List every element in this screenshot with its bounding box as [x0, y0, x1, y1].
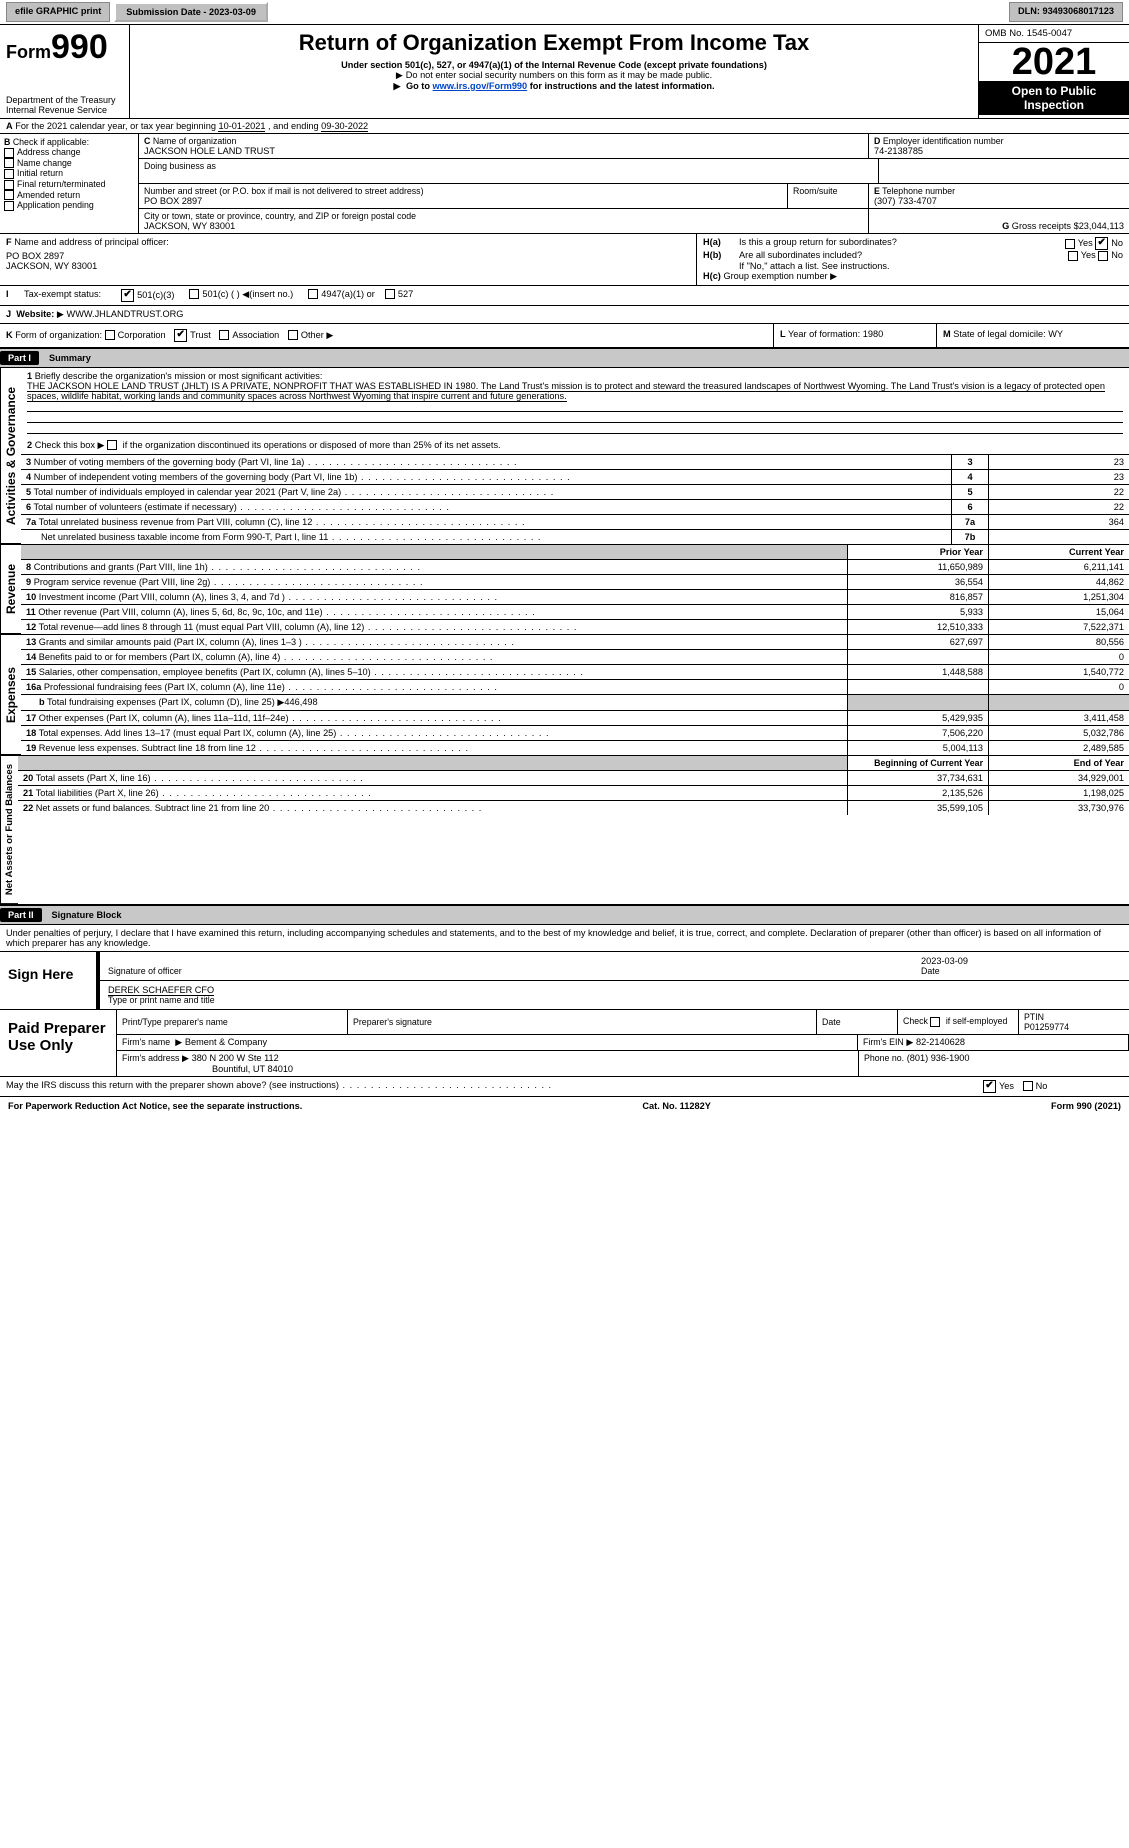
officer-addr1: PO BOX 2897	[6, 251, 690, 261]
form-subtitle: Under section 501(c), 527, or 4947(a)(1)…	[136, 60, 972, 70]
org-address: PO BOX 2897	[144, 196, 782, 206]
signature-date: 2023-03-09	[921, 956, 968, 966]
form-title: Return of Organization Exempt From Incom…	[136, 30, 972, 56]
firm-ein: 82-2140628	[916, 1037, 965, 1047]
tax-year-line: A For the 2021 calendar year, or tax yea…	[0, 119, 1129, 134]
telephone: (307) 733-4707	[874, 196, 1124, 206]
catalog-number: Cat. No. 11282Y	[642, 1101, 710, 1111]
part1-header: Part I	[0, 351, 39, 365]
firm-phone: (801) 936-1900	[907, 1053, 970, 1063]
gross-receipts: 23,044,113	[1079, 221, 1124, 231]
website: WWW.JHLANDTRUST.ORG	[67, 309, 184, 319]
line2-text: Check this box ▶ if the organization dis…	[35, 440, 501, 450]
sign-here-label: Sign Here	[0, 952, 97, 1009]
paid-preparer-label: Paid Preparer Use Only	[0, 1010, 117, 1076]
sidelabel-netassets: Net Assets or Fund Balances	[0, 756, 18, 904]
line1-label: Briefly describe the organization's miss…	[35, 371, 323, 381]
pra-notice: For Paperwork Reduction Act Notice, see …	[8, 1101, 302, 1111]
efile-label: efile GRAPHIC print	[6, 2, 110, 22]
form-number: Form990	[6, 28, 123, 67]
mission-text: THE JACKSON HOLE LAND TRUST (JHLT) IS A …	[27, 381, 1105, 402]
firm-address: 380 N 200 W Ste 112	[192, 1053, 279, 1063]
discuss-text: May the IRS discuss this return with the…	[6, 1080, 983, 1093]
sidelabel-governance: Activities & Governance	[0, 368, 21, 544]
irs-form990-link[interactable]: www.irs.gov/Form990	[433, 81, 528, 91]
ssn-note: Do not enter social security numbers on …	[136, 70, 972, 81]
section-b: B Check if applicable: Address change Na…	[0, 134, 139, 233]
part2-header: Part II	[0, 908, 42, 922]
officer-addr2: JACKSON, WY 83001	[6, 261, 690, 271]
efile-topbar: efile GRAPHIC print Submission Date - 20…	[0, 0, 1129, 25]
firm-name: Bement & Company	[185, 1037, 267, 1047]
form-footer: Form 990 (2021)	[1051, 1101, 1121, 1111]
instructions-link-row: Go to www.irs.gov/Form990 for instructio…	[136, 81, 972, 92]
penalties-text: Under penalties of perjury, I declare th…	[0, 925, 1129, 952]
ptin: P01259774	[1024, 1022, 1069, 1032]
submission-date-button[interactable]: Submission Date - 2023-03-09	[114, 2, 268, 22]
sidelabel-revenue: Revenue	[0, 545, 21, 634]
org-city: JACKSON, WY 83001	[144, 221, 863, 231]
dept-treasury: Department of the Treasury	[6, 95, 123, 105]
org-name: JACKSON HOLE LAND TRUST	[144, 146, 863, 156]
sidelabel-expenses: Expenses	[0, 635, 21, 755]
ein: 74-2138785	[874, 146, 1124, 156]
tax-year: 2021	[979, 43, 1129, 81]
dln-label: DLN: 93493068017123	[1009, 2, 1123, 22]
irs-label: Internal Revenue Service	[6, 105, 123, 115]
open-to-public: Open to Public Inspection	[979, 81, 1129, 115]
